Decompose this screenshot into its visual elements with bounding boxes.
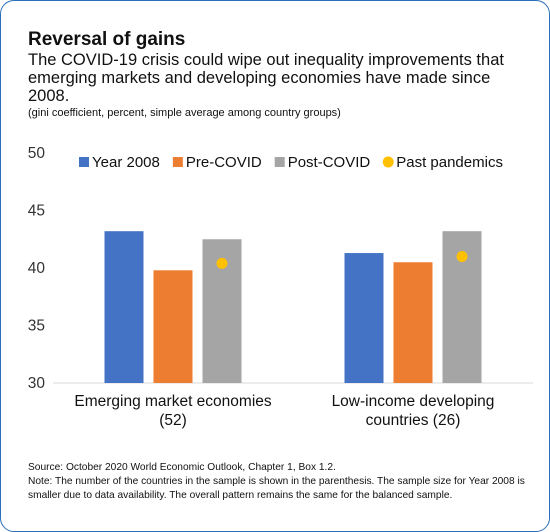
category-label: Emerging market economies (74, 393, 272, 410)
chart-source: Source: October 2020 World Economic Outl… (28, 461, 533, 503)
category-label: Low-income developing (332, 393, 495, 410)
y-tick-label: 35 (28, 318, 45, 335)
legend-swatch-year-2008 (79, 157, 89, 167)
y-tick-label: 45 (28, 203, 45, 220)
category-label: countries (26) (366, 412, 461, 429)
point-past-pandemics (216, 257, 228, 269)
legend-label-post-covid: Post-COVID (288, 154, 371, 171)
bar-year-2008 (344, 253, 384, 383)
y-tick-label: 30 (28, 375, 46, 392)
legend-label-past-pandemics: Past pandemics (396, 154, 503, 171)
legend-label-pre-covid: Pre-COVID (186, 154, 262, 171)
source-line: Source: October 2020 World Economic Outl… (28, 462, 336, 473)
chart-units: (gini coefficient, percent, simple avera… (28, 107, 341, 119)
point-past-pandemics (456, 251, 468, 262)
legend-label-year-2008: Year 2008 (92, 154, 160, 171)
category-label: (52) (159, 412, 187, 429)
note-line: Note: The number of the countries in the… (28, 476, 525, 501)
bar-chart: 30 35 40 45 50 Emerging market economies (52) L… (28, 145, 533, 429)
chart-subtitle: The COVID-19 crisis could wipe out inequ… (28, 51, 504, 105)
y-tick-label: 40 (28, 260, 46, 277)
chart-title: Reversal of gains (28, 29, 186, 50)
legend-swatch-past-pandemics (382, 156, 394, 168)
legend-swatch-pre-covid (172, 157, 183, 167)
legend-swatch-post-covid (274, 157, 285, 167)
bar-year-2008 (104, 231, 144, 383)
y-tick-label: 50 (28, 145, 46, 162)
bar-pre-covid (393, 262, 433, 383)
bar-pre-covid (153, 270, 193, 383)
